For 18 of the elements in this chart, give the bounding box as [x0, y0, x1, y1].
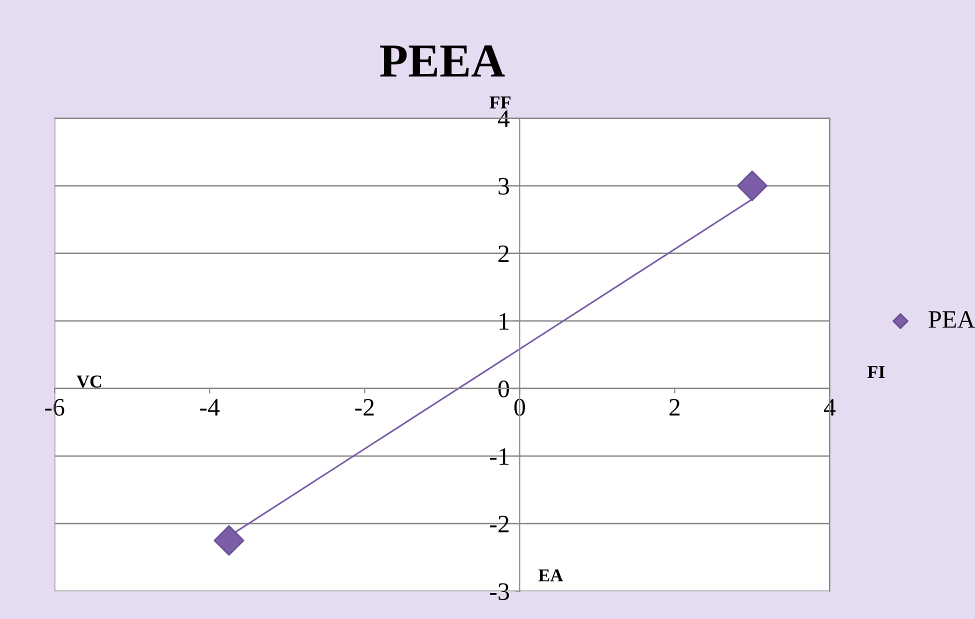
y-tick-label: -2 — [490, 516, 509, 532]
annotation: VC — [76, 375, 102, 388]
y-tick-label: -1 — [490, 448, 508, 465]
text: FI — [868, 366, 885, 378]
legend-label: PEA — [928, 311, 975, 328]
x-tick-label: -6 — [45, 398, 64, 416]
x-tick-label: 2 — [670, 398, 680, 416]
y-tick-label: -3 — [490, 583, 509, 600]
x-tick-label: 0 — [514, 398, 525, 416]
annotation: EA — [538, 569, 564, 582]
y-tick-label: 1 — [500, 313, 508, 330]
x-tick-label: -2 — [355, 398, 374, 416]
y-tick-label: 3 — [498, 178, 509, 195]
x-tick-label: -4 — [200, 399, 220, 416]
y-tick-label: 2 — [498, 245, 509, 262]
text: FF — [490, 96, 510, 108]
chart-title: PEEA — [380, 45, 505, 77]
y-tick-label: 4 — [498, 110, 510, 127]
